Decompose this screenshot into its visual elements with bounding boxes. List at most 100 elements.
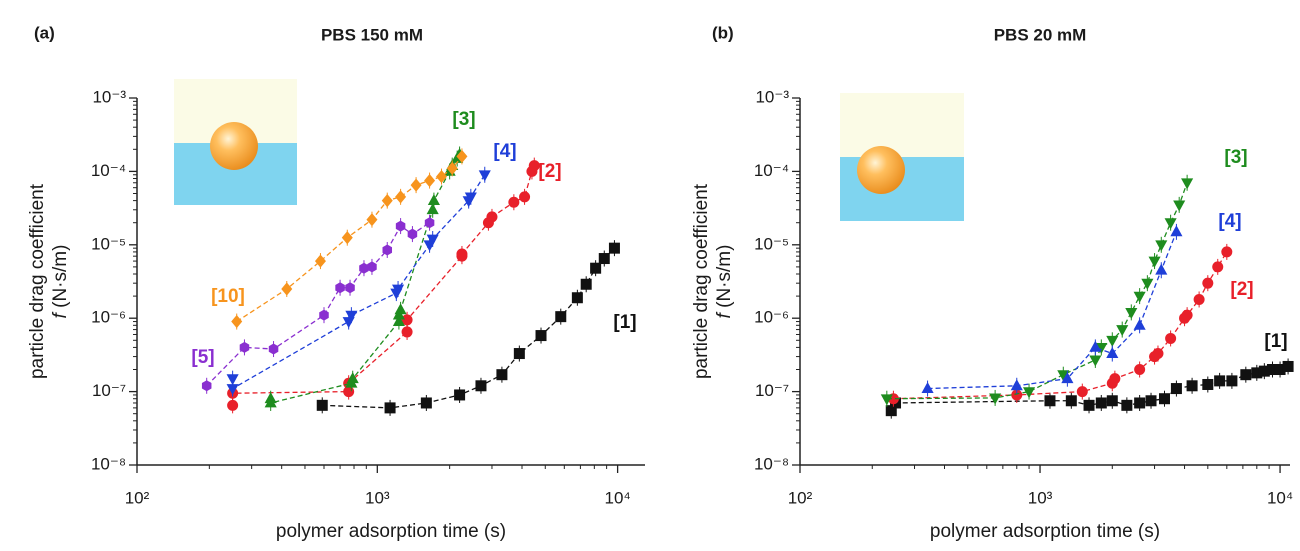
data-point	[1121, 399, 1133, 411]
data-point	[1221, 246, 1233, 258]
data-point	[281, 282, 293, 296]
series-label: [3]	[452, 109, 475, 130]
data-point	[345, 282, 355, 294]
data-point	[885, 405, 897, 417]
data-point	[1057, 370, 1070, 382]
data-point	[1170, 225, 1183, 237]
data-point	[410, 178, 422, 192]
data-point	[1106, 346, 1119, 358]
data-point	[268, 343, 279, 355]
series-label: [2]	[1230, 279, 1253, 300]
data-point	[1173, 200, 1186, 212]
data-point	[1282, 360, 1294, 372]
data-point	[382, 244, 393, 256]
data-point	[1155, 263, 1168, 275]
data-point	[426, 234, 439, 246]
data-point	[420, 397, 432, 409]
data-point	[1134, 397, 1146, 409]
data-point	[1065, 395, 1077, 407]
data-point	[319, 309, 329, 321]
data-point	[1251, 367, 1263, 379]
data-point	[454, 389, 466, 401]
data-point	[1212, 261, 1224, 273]
data-point	[1266, 364, 1278, 376]
y-axis-unit: f (N·s/m)	[714, 245, 735, 319]
y-tick-label: 10⁻³	[92, 87, 126, 106]
data-point	[1106, 335, 1119, 347]
data-point	[456, 149, 468, 164]
data-point	[1095, 343, 1108, 355]
data-point	[1044, 395, 1056, 407]
panel: (b) PBS 20 mM polymer adsorption time (s) p…	[691, 23, 1294, 542]
data-point	[1155, 240, 1168, 252]
data-point	[478, 170, 491, 182]
x-tick-label: 10²	[788, 488, 813, 507]
y-axis-label: particle drag coefficient	[27, 183, 48, 379]
data-point	[1258, 365, 1270, 377]
y-tick-label: 10⁻⁶	[754, 308, 789, 327]
data-point	[231, 314, 243, 329]
data-point	[1109, 373, 1121, 385]
data-point	[1193, 293, 1205, 305]
data-point	[1240, 369, 1252, 381]
data-point	[496, 369, 508, 381]
y-tick-label: 10⁻⁸	[91, 454, 126, 473]
x-tick-label: 10³	[1028, 488, 1053, 507]
series-label: [1]	[1264, 331, 1287, 352]
data-point	[475, 380, 487, 392]
data-point	[394, 303, 407, 315]
chart-title: PBS 20 mM	[994, 25, 1087, 44]
x-tick-label: 10⁴	[1267, 488, 1293, 507]
data-point	[227, 399, 239, 411]
x-tick-label: 10³	[365, 488, 390, 507]
y-tick-label: 10⁻⁷	[92, 381, 126, 400]
data-point	[239, 341, 250, 353]
data-point	[1116, 325, 1129, 337]
x-axis-label: polymer adsorption time (s)	[930, 521, 1160, 542]
data-point	[486, 211, 498, 223]
panel-label: (a)	[34, 23, 55, 42]
panel-label: (b)	[712, 23, 734, 42]
data-point	[316, 399, 328, 411]
data-point	[395, 190, 407, 204]
data-point	[1158, 393, 1170, 405]
data-point	[1083, 399, 1095, 411]
y-tick-label: 10⁻⁷	[755, 381, 789, 400]
chart-title: PBS 150 mM	[321, 25, 423, 44]
data-point	[1022, 387, 1036, 399]
series-line	[886, 182, 1188, 400]
y-axis-symbol: f	[50, 311, 71, 318]
data-point	[367, 261, 377, 273]
data-point	[1076, 386, 1088, 398]
data-point	[201, 380, 212, 392]
data-point	[384, 402, 396, 414]
data-point	[1106, 395, 1118, 407]
data-point	[1141, 278, 1154, 290]
panel: (a) PBS 150 mM polymer adsorption time (s)…	[27, 23, 645, 542]
data-point	[1089, 355, 1102, 367]
y-tick-label: 10⁻⁴	[91, 161, 126, 180]
data-point	[424, 217, 435, 229]
series-label: [10]	[211, 286, 245, 307]
data-point	[535, 330, 547, 342]
data-point	[555, 311, 567, 323]
data-point	[1010, 379, 1023, 391]
data-point	[345, 310, 358, 322]
data-point	[407, 228, 418, 240]
inset-a	[174, 79, 297, 205]
data-point	[1133, 318, 1146, 330]
y-tick-label: 10⁻⁸	[754, 454, 789, 473]
x-axis-label: polymer adsorption time (s)	[276, 521, 506, 542]
data-point	[1152, 348, 1164, 360]
data-point	[401, 314, 413, 326]
data-point	[392, 284, 405, 296]
x-tick-label: 10²	[125, 488, 150, 507]
series-line	[890, 365, 1289, 411]
data-point	[1148, 256, 1161, 268]
data-point	[381, 194, 393, 208]
series-label: [3]	[1224, 147, 1247, 168]
data-point	[1011, 389, 1023, 401]
data-point	[1181, 309, 1193, 321]
